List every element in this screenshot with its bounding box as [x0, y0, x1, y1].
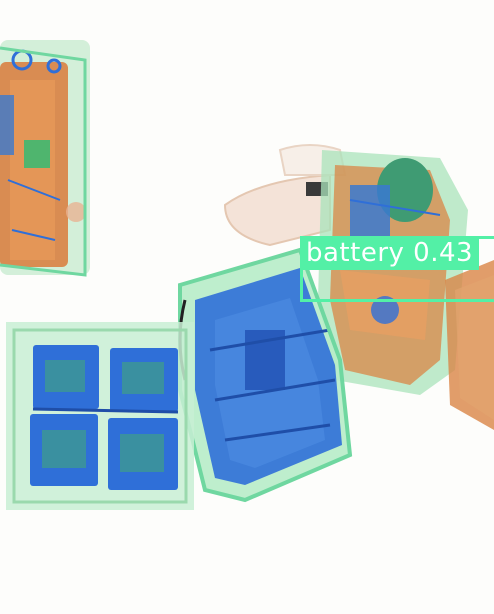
- battery-detection-label: battery 0.43: [300, 236, 480, 270]
- detection-confidence: 0.43: [413, 238, 474, 268]
- top-left-bag: [0, 40, 90, 277]
- detection-class-name: battery: [306, 238, 405, 268]
- bottom-left-battery-pack: [6, 322, 194, 510]
- right-bag: [223, 144, 494, 430]
